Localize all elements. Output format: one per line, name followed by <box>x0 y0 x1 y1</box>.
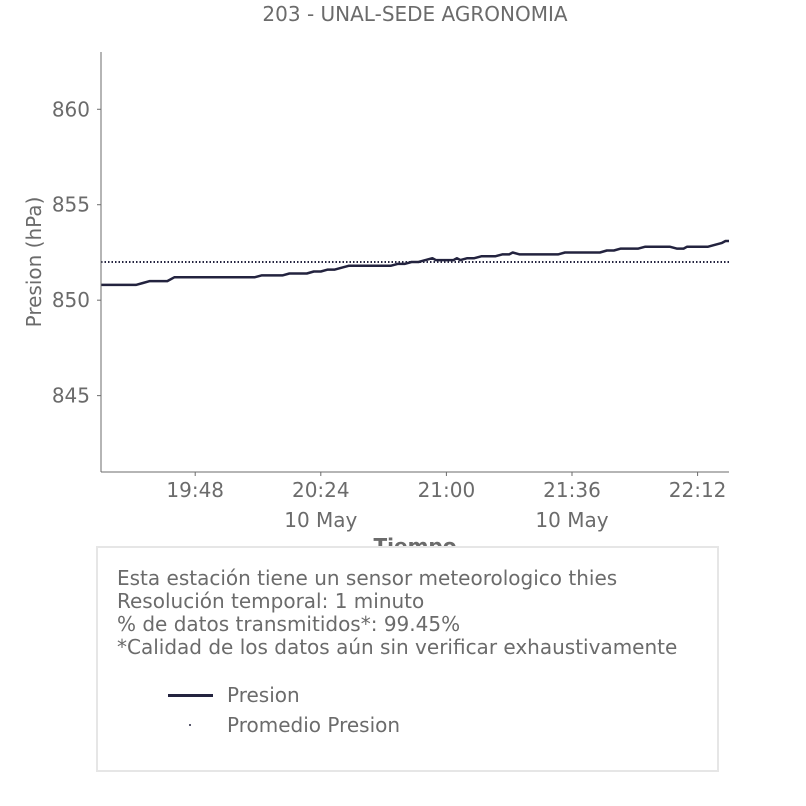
info-box: Esta estación tiene un sensor meteorolog… <box>96 546 719 772</box>
x-tick-label: 20:24 <box>292 478 350 502</box>
series-line-presion <box>101 239 729 287</box>
info-line-sensor: Esta estación tiene un sensor meteorolog… <box>117 566 618 590</box>
x-date-label: 10 May <box>284 508 357 532</box>
legend-item-presion: Presion <box>168 680 400 710</box>
legend-dot-swatch <box>168 715 213 735</box>
x-tick-label: 21:00 <box>418 478 476 502</box>
x-tick-label: 22:12 <box>669 478 727 502</box>
y-tick-label: 850 <box>52 288 90 312</box>
info-text: Esta estación tiene un sensor meteorolog… <box>117 567 677 659</box>
chart-legend: Presion Promedio Presion <box>168 680 400 740</box>
y-tick-label: 855 <box>52 193 90 217</box>
x-tick-label: 21:36 <box>543 478 601 502</box>
x-date-label: 10 May <box>535 508 608 532</box>
info-line-transmitted: % de datos transmitidos*: 99.45% <box>117 612 461 636</box>
axes: 845 850 855 860 19:48 20:24 21:00 21:36 22:12 10 … <box>52 52 729 532</box>
legend-line-swatch <box>168 685 213 705</box>
y-tick-label: 860 <box>52 97 90 121</box>
info-line-resolution: Resolución temporal: 1 minuto <box>117 589 425 613</box>
chart-title: 203 - UNAL-SEDE AGRONOMIA <box>262 2 567 26</box>
y-tick-label: 845 <box>52 384 90 408</box>
legend-label-presion: Presion <box>227 683 300 707</box>
legend-label-promedio: Promedio Presion <box>227 713 401 737</box>
y-axis-label: Presion (hPa) <box>22 197 46 328</box>
x-tick-label: 19:48 <box>166 478 224 502</box>
plot-area <box>101 239 729 287</box>
info-line-quality-note: *Calidad de los datos aún sin verificar … <box>117 635 678 659</box>
pressure-chart: 203 - UNAL-SEDE AGRONOMIA Presion (hPa) … <box>22 2 729 558</box>
legend-item-promedio: Promedio Presion <box>168 710 400 740</box>
